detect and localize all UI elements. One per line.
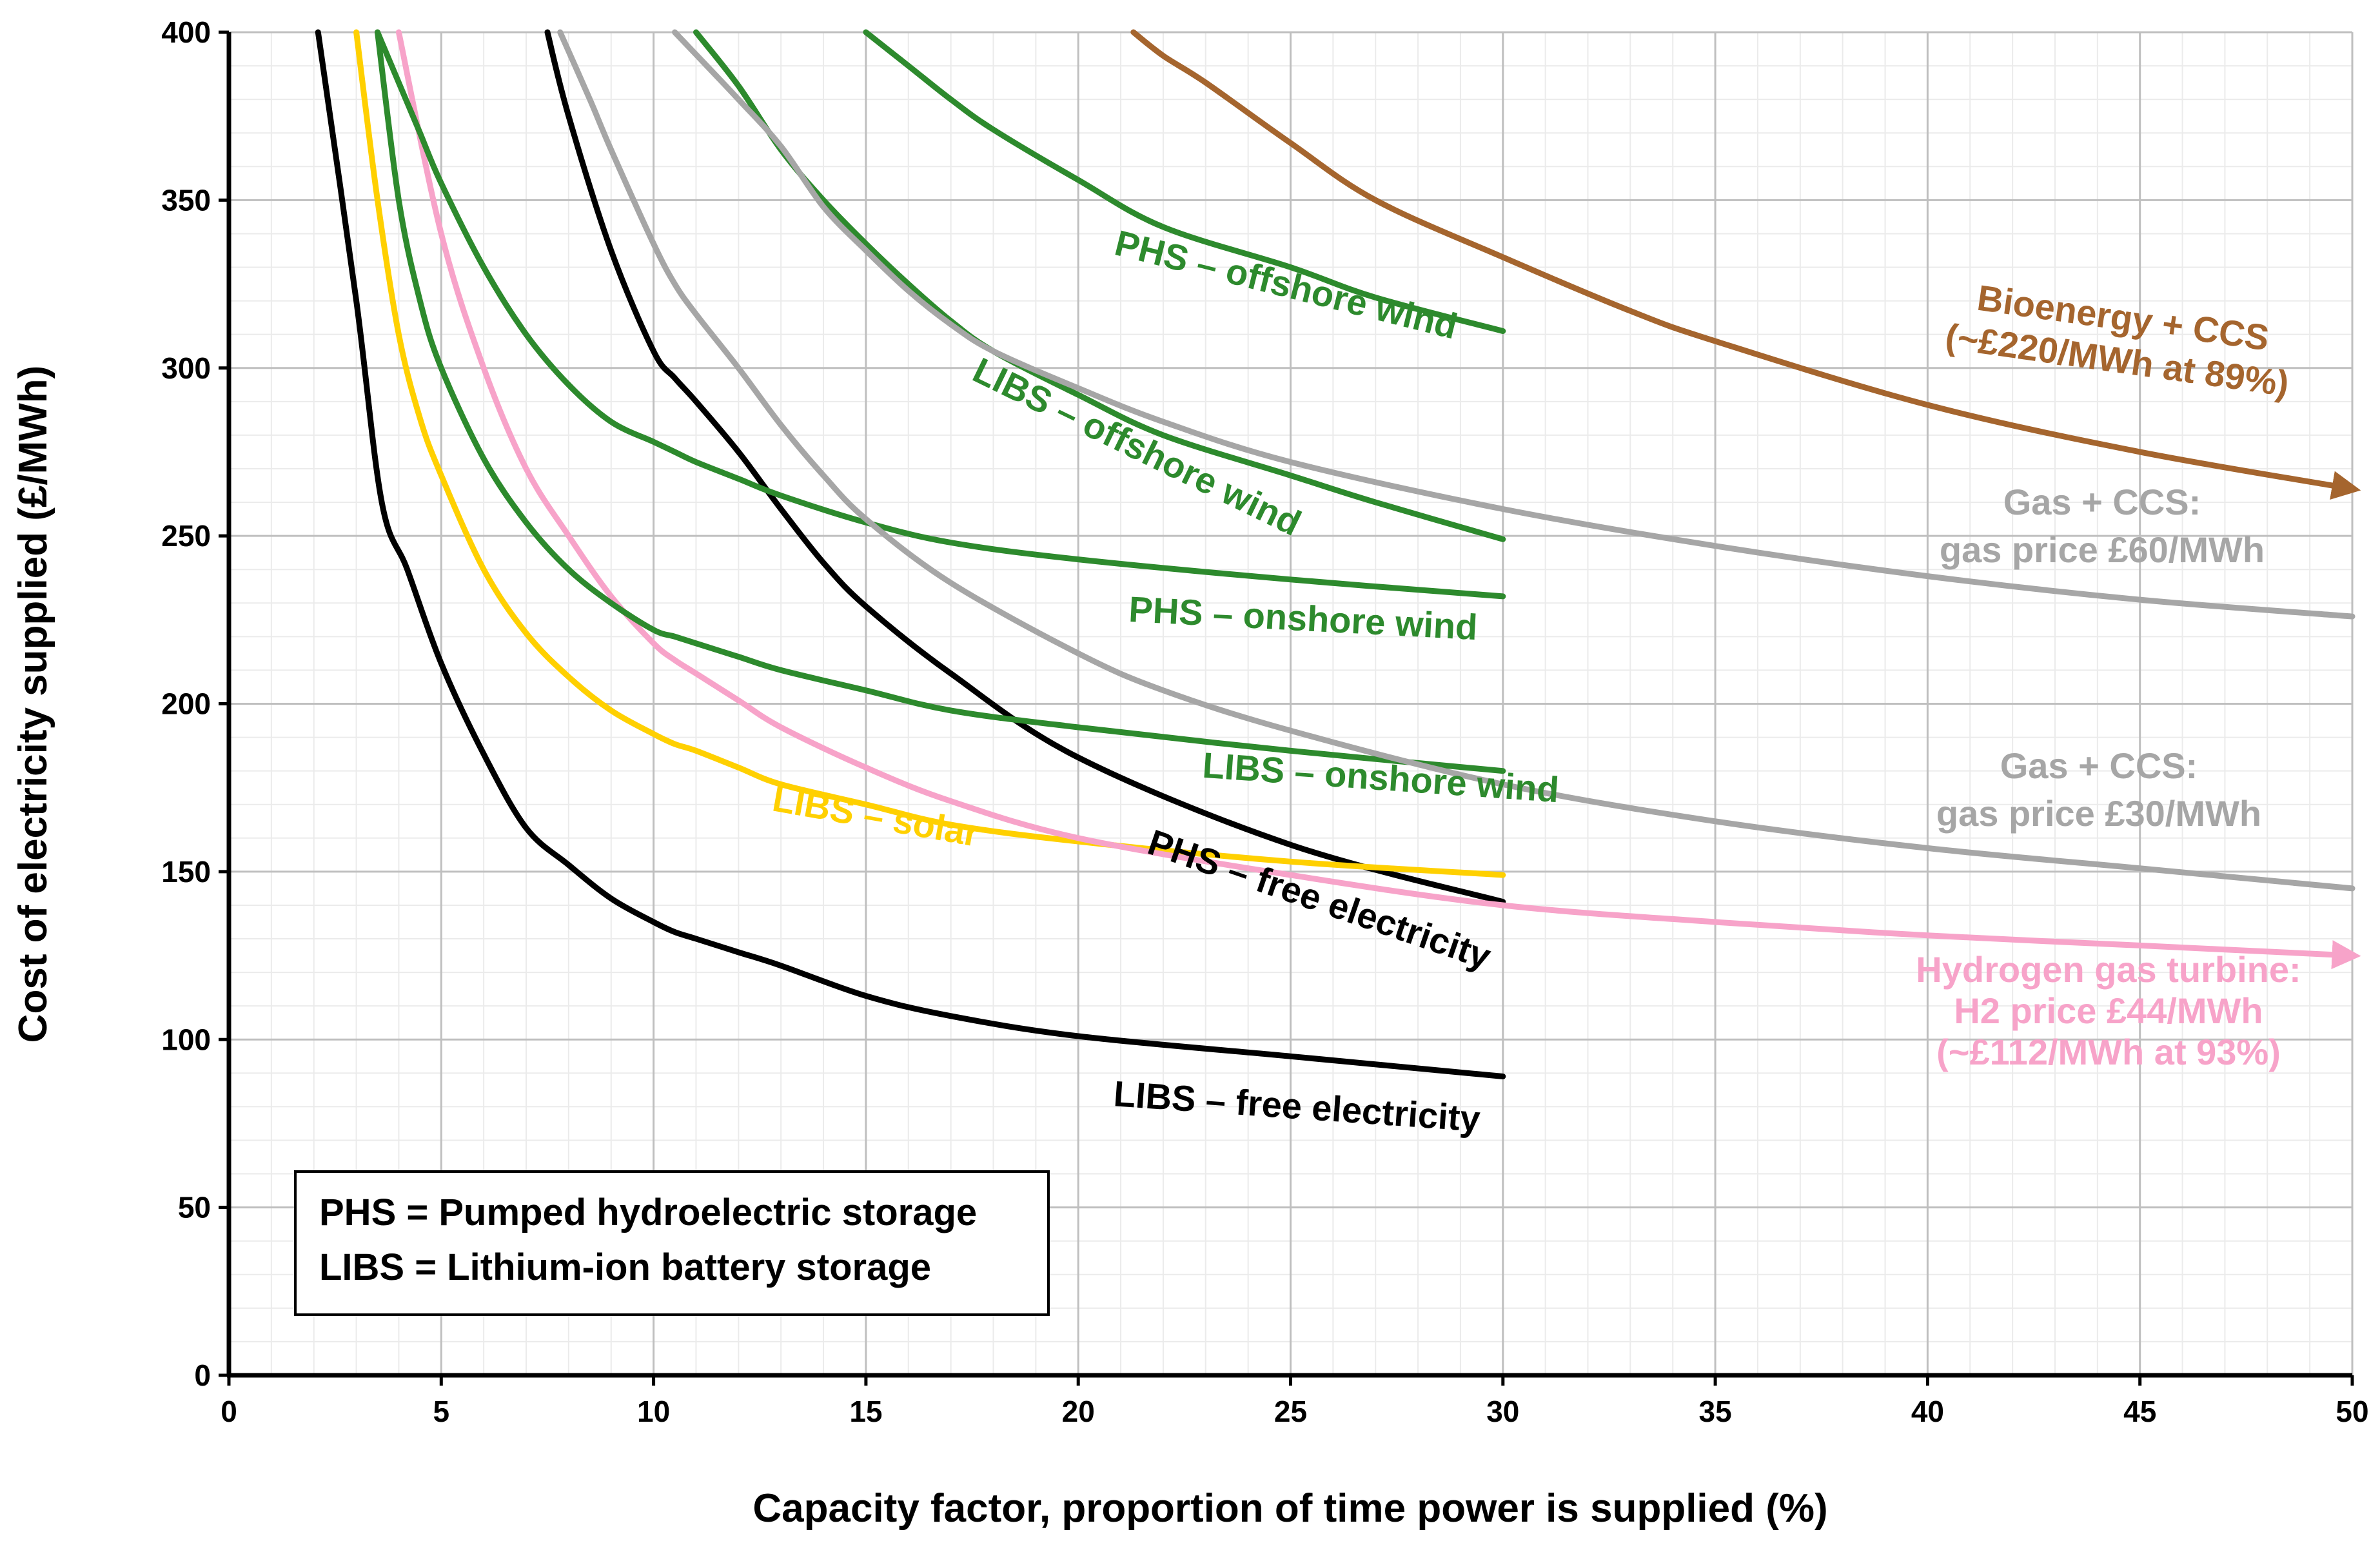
major-gridlines bbox=[229, 31, 2354, 1375]
series-line bbox=[863, 29, 1506, 334]
y-tick-label: 50 bbox=[178, 1191, 211, 1224]
x-tick-label: 45 bbox=[2123, 1395, 2156, 1428]
series-line bbox=[693, 29, 1506, 542]
series-label-line: LIBS – offshore wind bbox=[967, 349, 1307, 544]
series-label: Hydrogen gas turbine: H2 price £44/MWh (~£… bbox=[1916, 949, 2301, 1072]
tick-layer: 0 5 10 15 20 25 30 35 40 45 50 0 50 100 150 200 250 300 35… bbox=[161, 15, 2368, 1428]
y-tick-label: 100 bbox=[161, 1023, 211, 1056]
x-tick-label: 20 bbox=[1062, 1395, 1095, 1428]
y-tick-label: 0 bbox=[194, 1359, 211, 1392]
series-line bbox=[353, 29, 1506, 878]
series-layer bbox=[315, 29, 2361, 1079]
legend-line-libs: LIBS = Lithium-ion battery storage bbox=[319, 1246, 931, 1288]
x-axis-title: Capacity factor, proportion of time powe… bbox=[752, 1486, 1827, 1531]
series-line bbox=[557, 29, 2355, 892]
series-label-line: Gas + CCS: bbox=[2000, 745, 2198, 786]
x-tick-label: 5 bbox=[433, 1395, 450, 1428]
series-label-line: gas price £60/MWh bbox=[1940, 529, 2265, 570]
series-label-line: Gas + CCS: bbox=[2003, 482, 2201, 522]
series-line bbox=[1130, 29, 2361, 500]
x-tick-label: 35 bbox=[1699, 1395, 1732, 1428]
legend-box: PHS = Pumped hydroelectric storage LIBS … bbox=[294, 1170, 1050, 1316]
legend-line-phs: PHS = Pumped hydroelectric storage bbox=[319, 1192, 977, 1233]
y-tick-label: 150 bbox=[161, 855, 211, 888]
series-label: Gas + CCS: gas price £60/MWh bbox=[1940, 482, 2265, 570]
series-line bbox=[375, 29, 1506, 600]
series-label: PHS – onshore wind bbox=[1128, 589, 1479, 647]
series-line bbox=[672, 29, 2355, 620]
y-tick-label: 350 bbox=[161, 183, 211, 217]
x-tick-label: 40 bbox=[1911, 1395, 1944, 1428]
y-axis-title: Cost of electricity supplied (£/MWh) bbox=[11, 366, 55, 1043]
series-line bbox=[315, 29, 1506, 1079]
x-tick-label: 10 bbox=[637, 1395, 670, 1428]
series-label-line: LIBS – free electricity bbox=[1112, 1073, 1482, 1139]
x-tick-label: 50 bbox=[2336, 1395, 2368, 1428]
series-line bbox=[395, 29, 2361, 970]
y-tick-label: 300 bbox=[161, 351, 211, 385]
series-line bbox=[544, 29, 1506, 905]
series-line bbox=[375, 29, 1506, 774]
y-tick-label: 250 bbox=[161, 519, 211, 553]
series-label: LIBS – offshore wind bbox=[967, 349, 1307, 544]
series-label-line: PHS – onshore wind bbox=[1128, 589, 1479, 647]
series-label-line: (~£112/MWh at 93%) bbox=[1936, 1032, 2281, 1072]
x-tick-label: 30 bbox=[1486, 1395, 1519, 1428]
series-label: LIBS – free electricity bbox=[1112, 1073, 1482, 1139]
series-label: Gas + CCS: gas price £30/MWh bbox=[1936, 745, 2261, 834]
series-label: Bioenergy + CCS(~£220/MWh at 89%) bbox=[1943, 273, 2297, 404]
x-tick-label: 15 bbox=[849, 1395, 882, 1428]
series-label-line: H2 price £44/MWh bbox=[1954, 990, 2263, 1031]
series-label-line: Hydrogen gas turbine: bbox=[1916, 949, 2301, 990]
y-tick-label: 200 bbox=[161, 687, 211, 721]
x-tick-label: 25 bbox=[1274, 1395, 1307, 1428]
y-tick-label: 400 bbox=[161, 15, 211, 49]
legend-frame bbox=[294, 1170, 1050, 1316]
x-tick-label: 0 bbox=[221, 1395, 237, 1428]
series-label-line: gas price £30/MWh bbox=[1936, 793, 2261, 834]
